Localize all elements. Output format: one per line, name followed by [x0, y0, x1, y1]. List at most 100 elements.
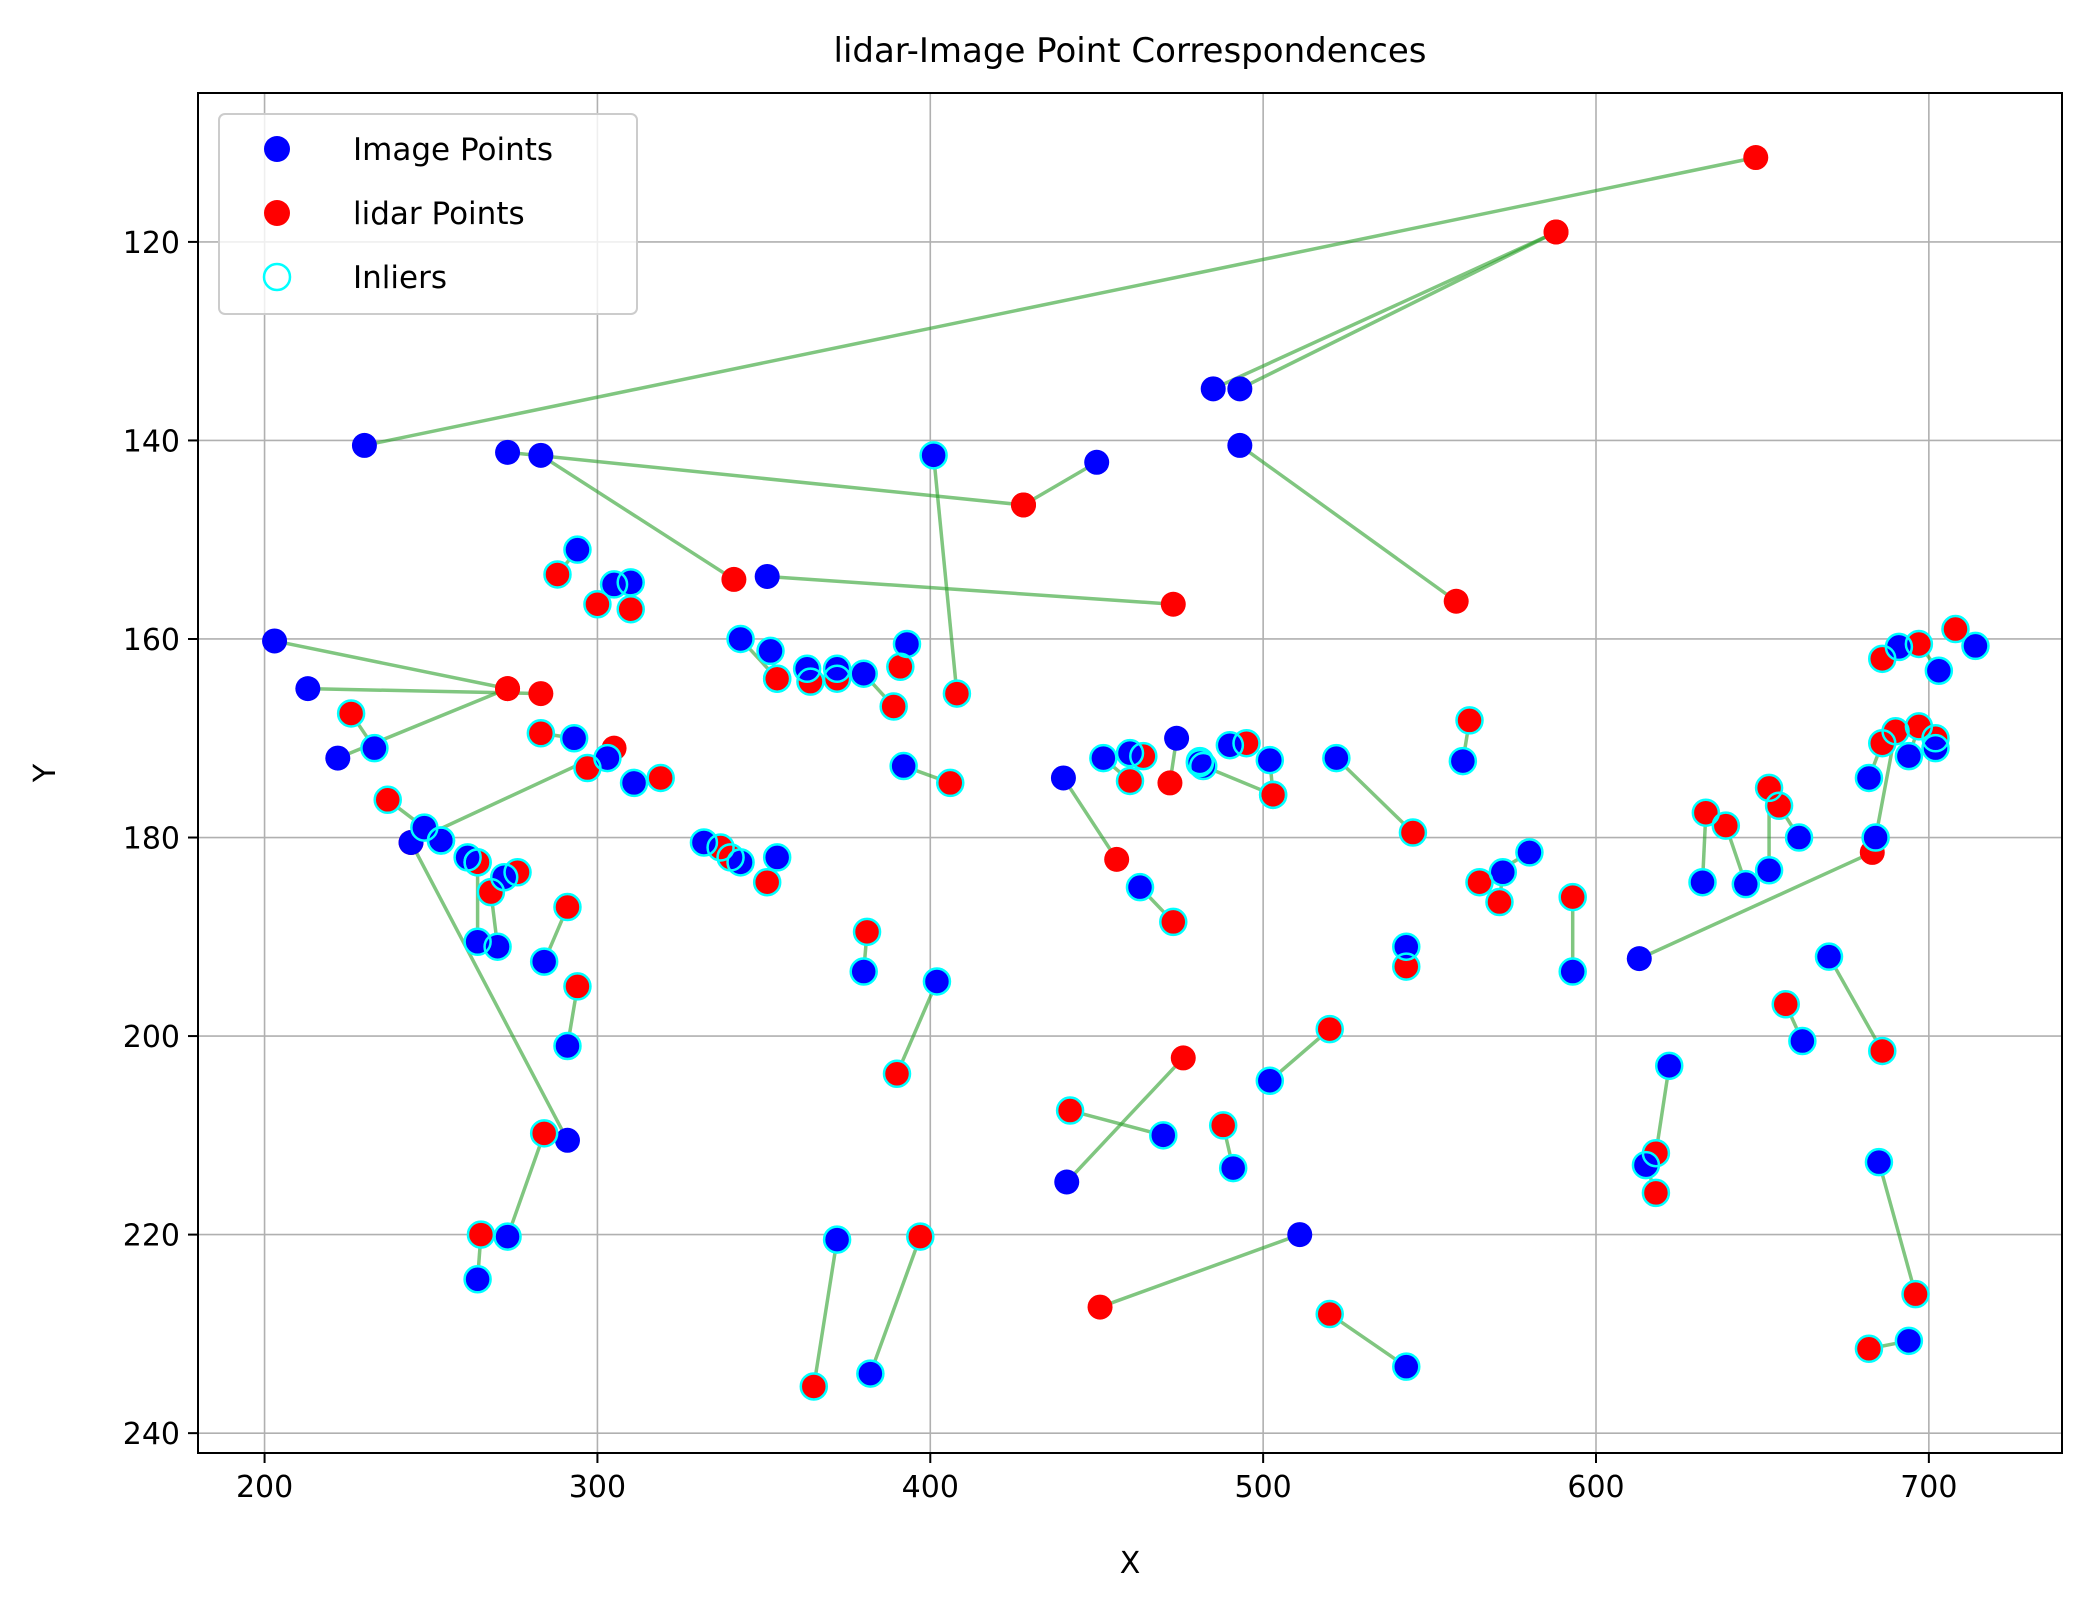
- inlier-marker: [553, 1031, 582, 1061]
- x-tick-label: 600: [1567, 1470, 1624, 1505]
- inlier-marker: [1654, 1051, 1684, 1081]
- inlier-marker: [1115, 738, 1145, 768]
- image-point: [1962, 633, 1988, 659]
- inlier-marker: [1448, 746, 1478, 776]
- inlier-marker: [503, 858, 532, 887]
- inlier-marker: [583, 589, 612, 619]
- inlier-marker: [1921, 733, 1950, 763]
- lidar-point: [1443, 588, 1469, 614]
- lidar-point: [564, 973, 590, 999]
- correspondence-line: [1654, 1065, 1671, 1154]
- image-point: [857, 1361, 883, 1387]
- image-point: [824, 1227, 850, 1253]
- inlier-marker: [599, 570, 629, 599]
- lidar-point: [544, 561, 570, 587]
- image-point: [891, 753, 917, 779]
- inlier-marker: [1188, 751, 1218, 781]
- inlier-marker: [483, 932, 512, 961]
- image-point: [351, 432, 377, 458]
- correspondence-line: [505, 1132, 546, 1238]
- lidar-point: [1486, 889, 1512, 915]
- inlier-marker: [616, 594, 645, 624]
- image-point: [361, 735, 387, 761]
- chart-title: lidar-Image Point Correspondences: [834, 31, 1427, 71]
- correspondence-line: [1099, 1232, 1301, 1309]
- inlier-marker: [716, 843, 745, 872]
- inlier-marker: [1258, 780, 1288, 810]
- inlier-marker: [1232, 728, 1261, 758]
- inlier-marker: [463, 848, 492, 877]
- lidar-point: [854, 919, 880, 945]
- inlier-marker: [752, 867, 782, 897]
- inlier-marker: [1115, 766, 1145, 796]
- correspondence-line: [868, 1235, 922, 1375]
- image-point: [691, 829, 717, 855]
- x-tick-label: 200: [236, 1470, 293, 1505]
- image-point: [621, 770, 647, 796]
- lidar-point: [495, 676, 521, 702]
- inlier-marker: [889, 751, 918, 781]
- correspondence-line: [1328, 1312, 1408, 1369]
- inlier-marker: [1089, 743, 1118, 773]
- inlier-marker: [466, 1220, 496, 1249]
- lidar-point: [1160, 909, 1186, 935]
- x-tick-label: 300: [569, 1470, 626, 1505]
- inlier-marker: [1159, 907, 1188, 937]
- inlier-marker: [886, 652, 915, 682]
- image-point: [1896, 1328, 1922, 1354]
- inlier-marker: [882, 1059, 912, 1089]
- image-point: [1896, 743, 1922, 769]
- inlier-marker: [1764, 791, 1794, 821]
- inlier-marker: [1771, 990, 1800, 1019]
- inlier-marker: [1868, 1036, 1897, 1066]
- inlier-marker: [822, 664, 852, 693]
- lidar-point: [1317, 1301, 1343, 1327]
- inlier-marker: [1055, 1096, 1085, 1125]
- lidar-point: [554, 894, 580, 920]
- image-point: [1789, 1028, 1815, 1054]
- image-point: [764, 844, 790, 870]
- image-point: [1393, 1354, 1419, 1380]
- image-point: [1733, 871, 1759, 897]
- image-point: [1090, 745, 1116, 771]
- image-point: [564, 537, 590, 563]
- y-tick-label: 140: [123, 424, 180, 459]
- inlier-marker: [1754, 773, 1784, 803]
- inlier-marker: [1515, 838, 1544, 867]
- inlier-marker: [1711, 811, 1741, 840]
- legend: Image Points lidar Points Inliers: [218, 113, 638, 315]
- lidar-point: [1087, 1294, 1113, 1320]
- image-point: [851, 661, 877, 687]
- inlier-marker: [1129, 741, 1158, 771]
- lidar-point: [531, 1120, 557, 1146]
- x-axis-label: X: [1120, 1546, 1141, 1581]
- inlier-marker: [1315, 1299, 1344, 1329]
- lidar-point: [584, 591, 610, 617]
- lidar-point: [1467, 869, 1492, 895]
- lidar-point: [618, 596, 644, 622]
- inlier-marker: [849, 659, 878, 688]
- image-point: [1227, 432, 1253, 458]
- y-tick-label: 240: [123, 1417, 180, 1452]
- lidar-point: [907, 1224, 933, 1250]
- image-point: [1633, 1152, 1659, 1178]
- inlier-marker: [1894, 1326, 1924, 1356]
- image-point: [325, 745, 351, 771]
- lidar-point: [1856, 1336, 1882, 1362]
- inlier-marker: [792, 654, 822, 684]
- inlier-marker: [822, 1225, 852, 1254]
- image-point: [758, 638, 784, 664]
- inlier-marker: [1315, 1014, 1344, 1044]
- inlier-marker: [1558, 882, 1587, 912]
- image-point: [1393, 934, 1419, 960]
- inlier-marker: [1485, 887, 1514, 917]
- image-point: [1200, 376, 1226, 402]
- lidar-point: [528, 681, 554, 707]
- correspondence-line: [409, 841, 570, 1142]
- inlier-marker: [1814, 942, 1844, 971]
- inlier-marker: [1255, 745, 1285, 775]
- image-point: [728, 626, 754, 652]
- y-tick-label: 220: [123, 1219, 180, 1254]
- image-point: [554, 1033, 580, 1059]
- image-point: [1084, 449, 1110, 475]
